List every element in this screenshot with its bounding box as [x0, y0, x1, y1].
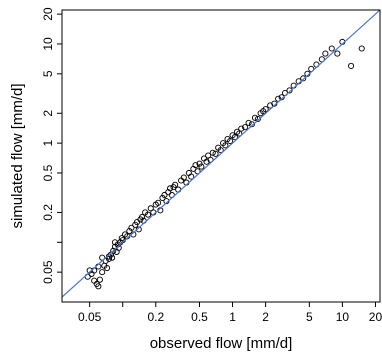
data-point — [217, 147, 224, 154]
y-tick-label: 1 — [41, 139, 55, 146]
x-tick-label: 0.5 — [191, 310, 208, 324]
x-tick-label: 20 — [369, 310, 382, 324]
x-axis: 0.05 0.2 0.5 1 2 5 10 20 — [78, 302, 382, 324]
data-point — [248, 121, 255, 128]
data-point — [167, 185, 174, 192]
data-point — [128, 224, 135, 231]
data-point — [254, 115, 261, 123]
y-tick-label: 0.5 — [41, 164, 55, 181]
x-tick-label: 5 — [306, 310, 313, 324]
data-point — [126, 227, 133, 235]
data-point — [144, 211, 152, 218]
data-point — [209, 149, 216, 156]
x-tick-label: 2 — [262, 310, 269, 324]
data-point — [192, 162, 199, 169]
y-tick-label: 0.05 — [41, 260, 55, 284]
data-point — [348, 62, 355, 70]
one-to-one-line — [62, 10, 380, 298]
data-point — [236, 130, 243, 137]
data-point — [358, 45, 365, 52]
x-tick-label: 0.2 — [147, 310, 164, 324]
data-point — [300, 75, 307, 82]
data-point — [227, 137, 234, 145]
data-point — [322, 50, 329, 57]
y-tick-label: 20 — [41, 7, 55, 21]
data-point — [222, 142, 229, 149]
y-tick-label: 0.2 — [41, 204, 55, 221]
plot-frame — [61, 9, 381, 303]
data-point — [251, 114, 259, 121]
data-point — [231, 134, 238, 141]
data-point — [96, 276, 103, 283]
data-point — [188, 173, 195, 180]
data-point — [262, 106, 269, 113]
data-point — [180, 174, 187, 181]
data-point — [278, 94, 285, 101]
data-point — [194, 168, 201, 175]
data-point — [212, 150, 219, 157]
data-point — [155, 199, 162, 206]
y-tick-label: 10 — [41, 37, 55, 51]
data-point — [286, 87, 293, 94]
data-point — [172, 181, 179, 188]
y-tick-label: 2 — [41, 110, 55, 117]
data-point — [104, 264, 111, 272]
y-axis-title: simulated flow [mm/d] — [9, 83, 26, 228]
x-tick-label: 1 — [229, 310, 236, 324]
data-point — [245, 119, 252, 126]
data-point — [139, 213, 146, 221]
y-axis: 0.05 0.2 0.5 1 2 5 10 20 — [41, 7, 62, 284]
data-point — [111, 239, 119, 246]
data-point — [109, 254, 116, 261]
y-tick-label: 5 — [41, 70, 55, 77]
x-tick-label: 0.05 — [78, 310, 102, 324]
data-point — [242, 124, 249, 131]
data-point — [99, 269, 106, 276]
data-point — [328, 45, 335, 52]
data-points — [84, 38, 365, 290]
data-point — [95, 283, 102, 290]
data-point — [334, 50, 341, 57]
x-tick-label: 10 — [336, 310, 350, 324]
data-point — [238, 125, 245, 132]
data-point — [198, 163, 205, 170]
x-axis-title: observed flow [mm/d] — [150, 335, 293, 352]
data-point — [110, 247, 117, 254]
